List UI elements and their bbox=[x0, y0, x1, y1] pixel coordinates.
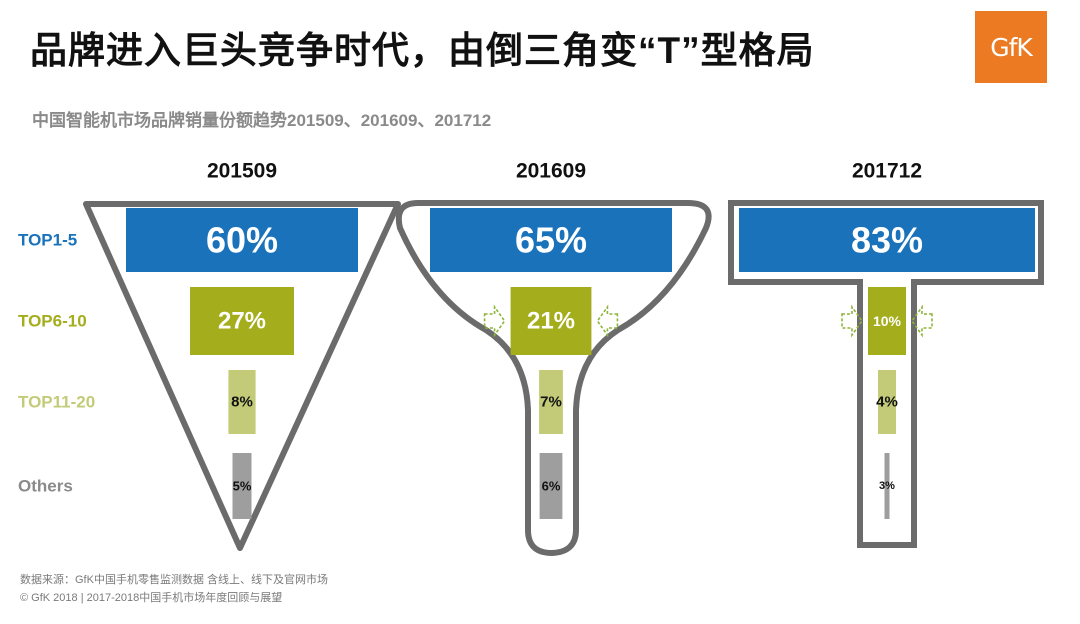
row-label-top1-5: TOP1-5 bbox=[18, 231, 77, 250]
page-title: 品牌进入巨头竞争时代，由倒三角变“T”型格局 bbox=[30, 30, 815, 71]
outline-funnel bbox=[395, 200, 712, 556]
period-label-201509: 201509 bbox=[207, 160, 277, 183]
bar-201712-top11-20 bbox=[878, 370, 896, 434]
bar-201712-top6-10 bbox=[868, 287, 906, 355]
bar-201509-top1-5 bbox=[126, 208, 358, 272]
value-label-201509-top11-20: 8% bbox=[231, 394, 253, 411]
outline-inverted-triangle bbox=[83, 201, 401, 551]
row-label-others: Others bbox=[18, 477, 73, 496]
value-label-201712-top1-5: 83% bbox=[851, 220, 923, 261]
bar-201509-top6-10 bbox=[190, 287, 294, 355]
bar-201609-others bbox=[539, 453, 563, 519]
shrink-arrow-left-201609 bbox=[483, 304, 506, 338]
outline-t-shape bbox=[728, 200, 1044, 548]
value-label-201609-top1-5: 65% bbox=[515, 220, 587, 261]
shrink-arrow-right-201609 bbox=[596, 304, 619, 338]
chart-subtitle: 中国智能机市场品牌销量份额趋势201509、201609、201712 bbox=[32, 111, 492, 130]
row-label-top6-10: TOP6-10 bbox=[18, 312, 87, 331]
value-label-201509-top1-5: 60% bbox=[206, 220, 278, 261]
value-label-201509-others: 5% bbox=[233, 479, 252, 494]
data-source-note: 数据来源：GfK中国手机零售监测数据 含线上、线下及官网市场 bbox=[20, 574, 329, 586]
value-label-201609-others: 6% bbox=[542, 479, 561, 494]
period-label-201609: 201609 bbox=[516, 160, 586, 183]
bar-201609-top1-5 bbox=[430, 208, 672, 272]
value-label-201509-top6-10: 27% bbox=[218, 308, 266, 335]
bar-201712-top1-5 bbox=[739, 208, 1035, 272]
bar-201712-others bbox=[884, 453, 890, 519]
bar-201509-others bbox=[232, 453, 252, 519]
value-label-201609-top6-10: 21% bbox=[527, 308, 575, 335]
bar-201609-top11-20 bbox=[539, 370, 563, 434]
shrink-arrow-right-201712 bbox=[911, 304, 933, 338]
gfk-logo: GfK bbox=[975, 11, 1047, 83]
value-label-201609-top11-20: 7% bbox=[540, 394, 562, 411]
copyright-note: © GfK 2018 | 2017-2018中国手机市场年度回顾与展望 bbox=[20, 592, 283, 604]
value-label-201712-top6-10: 10% bbox=[873, 313, 902, 329]
period-label-201712: 201712 bbox=[852, 160, 922, 183]
value-label-201712-others: 3% bbox=[879, 480, 895, 492]
shrink-arrow-left-201712 bbox=[841, 304, 863, 338]
row-label-top11-20: TOP11-20 bbox=[18, 393, 95, 412]
bar-201609-top6-10 bbox=[510, 287, 592, 355]
value-label-201712-top11-20: 4% bbox=[876, 394, 898, 411]
bar-201509-top11-20 bbox=[228, 370, 256, 434]
